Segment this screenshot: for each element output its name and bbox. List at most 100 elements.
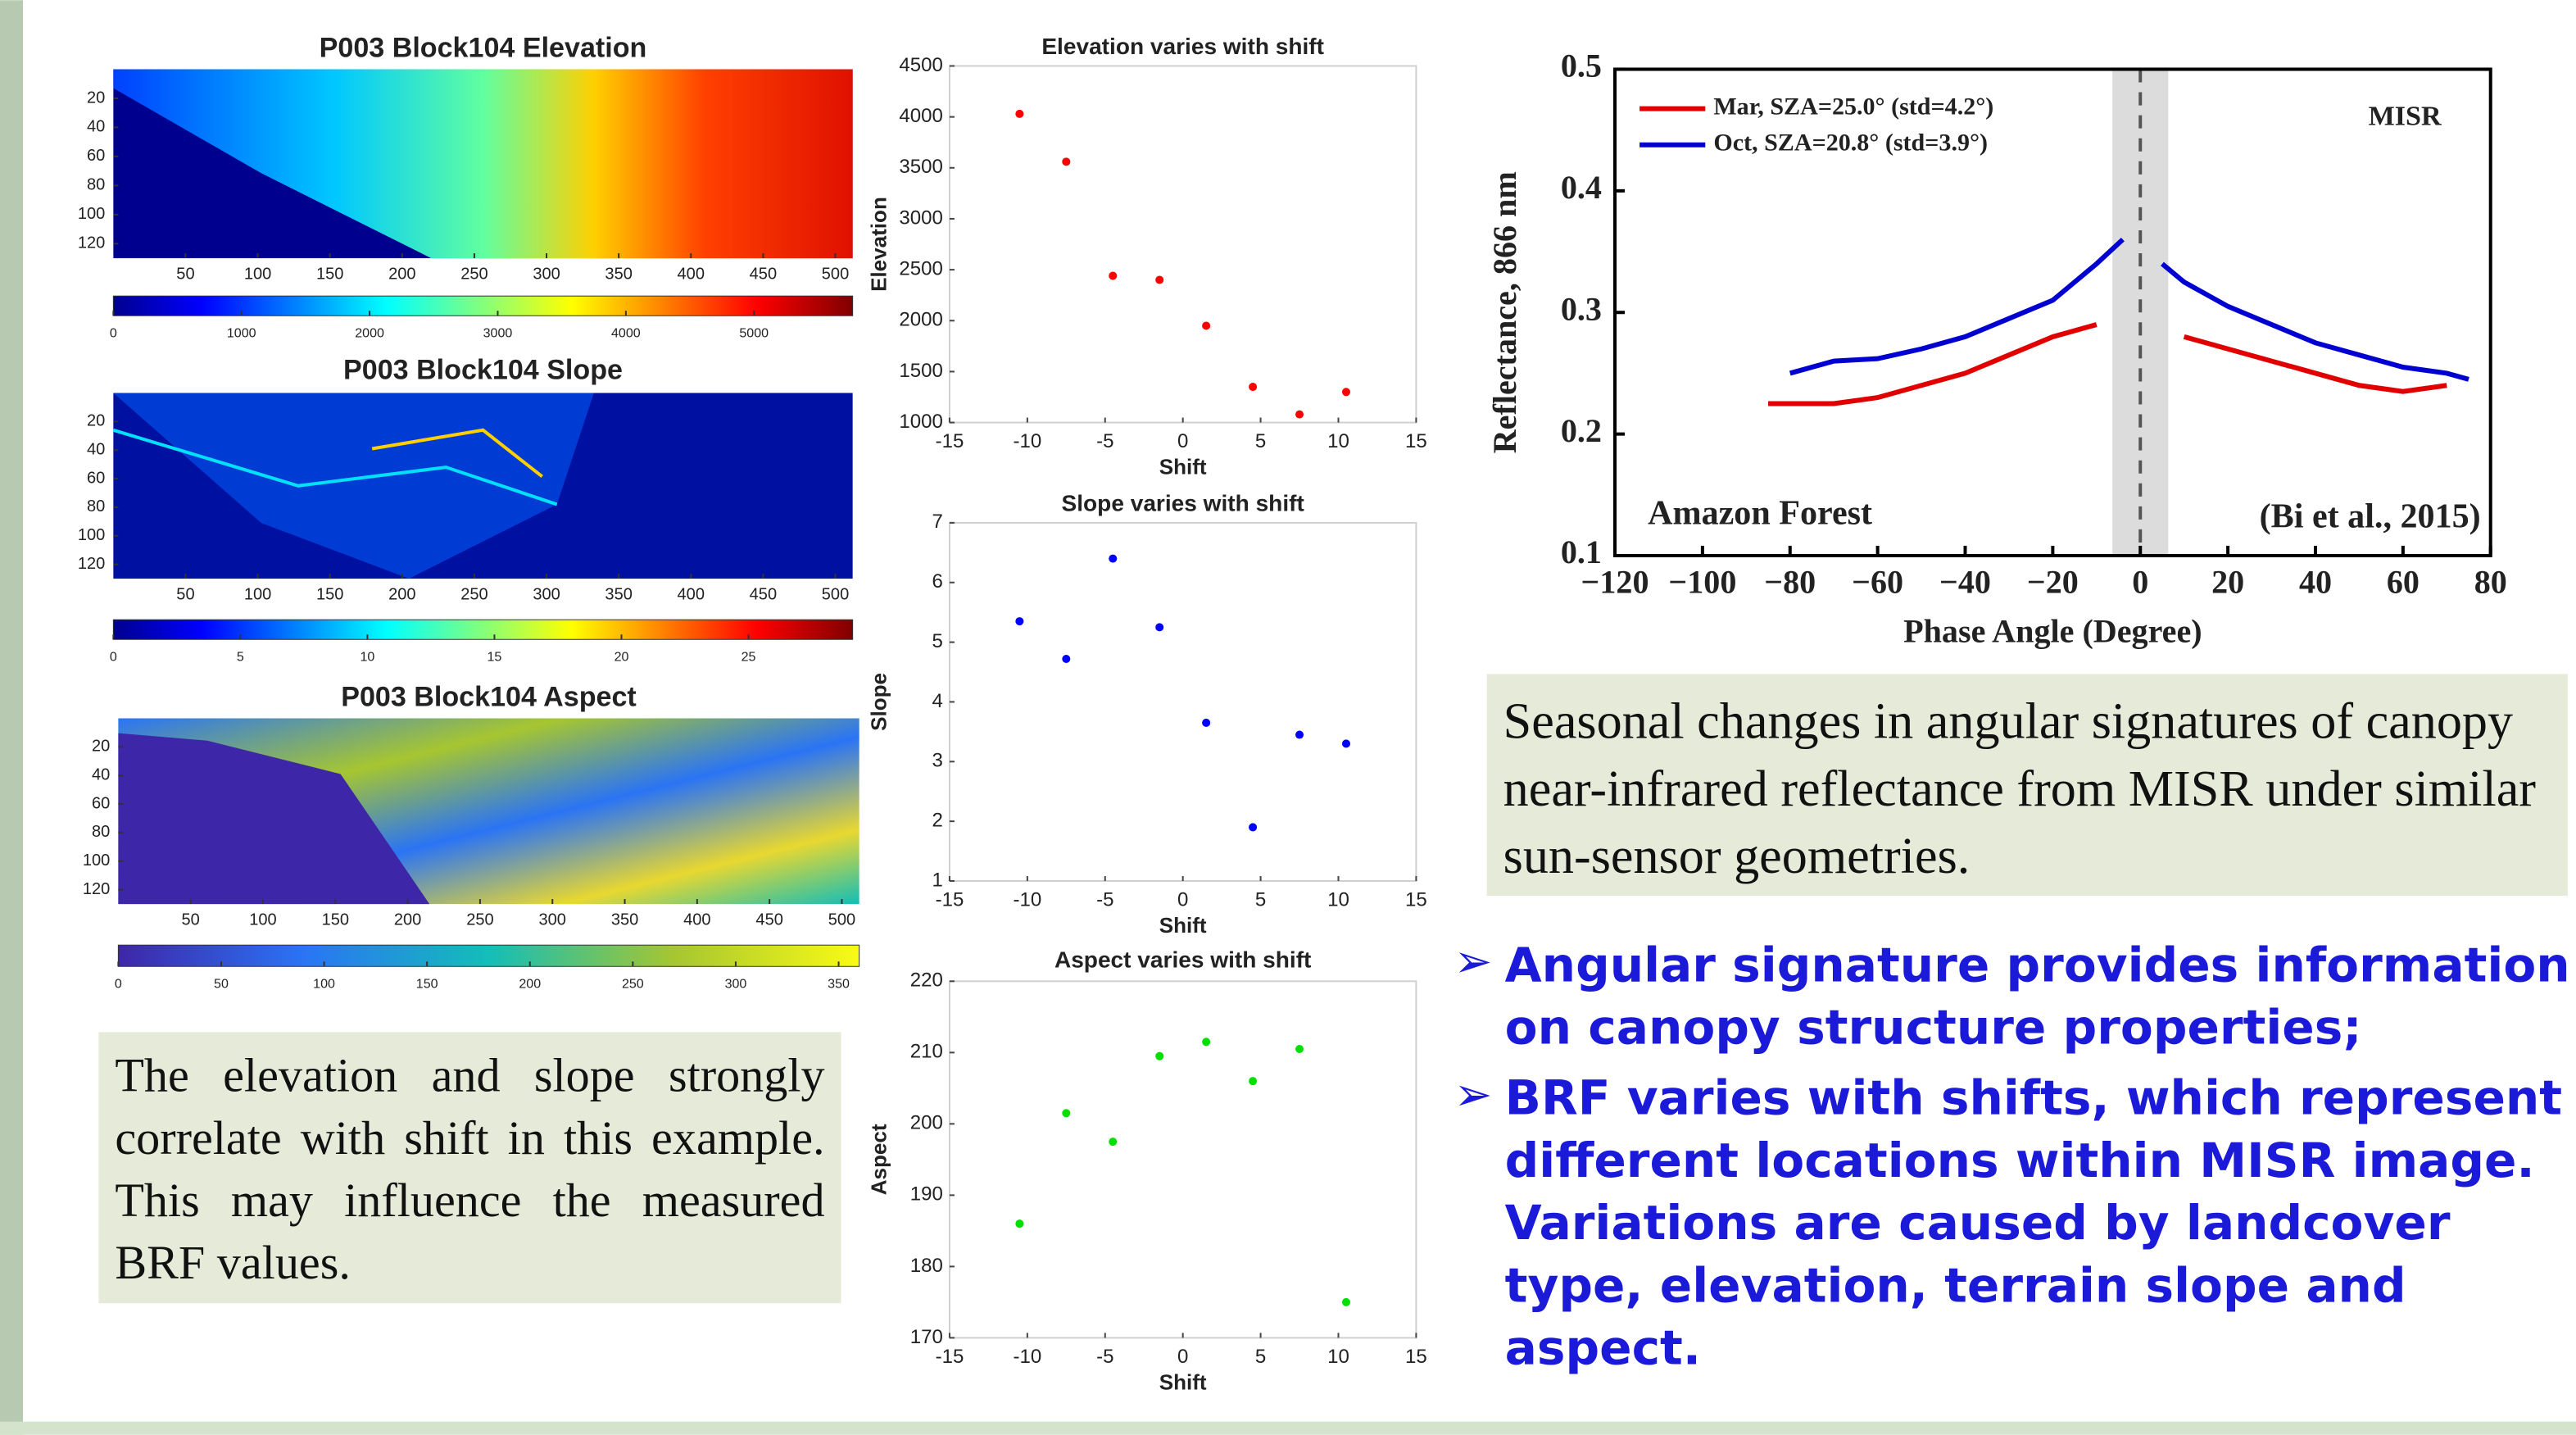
- x-tick-label: 60: [2387, 563, 2420, 600]
- y-tick-label: 0.5: [1561, 48, 1602, 84]
- colorbar-tick-label: 0: [110, 650, 117, 665]
- point: [1295, 730, 1304, 739]
- colorbar-tick-label: 2000: [355, 326, 384, 341]
- series-line: [1789, 238, 2469, 382]
- colorbar: [112, 295, 854, 316]
- x-tick-label: 50: [182, 910, 200, 929]
- chart-title: Aspect varies with shift: [1054, 947, 1311, 973]
- y-tick-label: 200: [910, 1112, 943, 1134]
- bullet-icon: ➢: [1454, 1069, 1493, 1120]
- x-tick-label: 150: [322, 910, 349, 929]
- y-tick-label: 4: [932, 690, 943, 712]
- colorbar-tick-label: 50: [214, 977, 229, 992]
- x-tick-label: 150: [316, 585, 343, 603]
- x-axis-label: Phase Angle (Degree): [1903, 612, 2202, 649]
- colorbar-tick-label: 10: [360, 650, 374, 665]
- y-tick-label: 190: [910, 1183, 943, 1206]
- y-tick-label: 60: [92, 794, 110, 812]
- y-tick-label: 60: [87, 147, 105, 165]
- series-line: [1768, 322, 2447, 406]
- x-tick-label: 100: [244, 265, 271, 283]
- colorbar-tick-label: 15: [488, 650, 502, 665]
- point: [1295, 410, 1304, 419]
- y-tick-label: 4500: [899, 54, 943, 76]
- x-tick-label: -5: [1096, 1346, 1113, 1368]
- x-tick-label: 450: [750, 585, 777, 603]
- colorbar-tick-label: 25: [742, 650, 756, 665]
- colorbar-tick-label: 4000: [611, 326, 641, 341]
- x-tick-label: 10: [1327, 888, 1349, 910]
- x-tick-label: −60: [1852, 563, 1903, 600]
- x-tick-label: 80: [2474, 563, 2507, 600]
- x-tick-label: -15: [936, 1346, 964, 1368]
- y-tick-label: 0.4: [1561, 169, 1602, 206]
- x-tick-label: -10: [1013, 1346, 1041, 1368]
- y-tick-label: 3: [932, 750, 943, 772]
- point: [1062, 1109, 1071, 1118]
- y-tick-label: 1: [932, 869, 943, 891]
- x-tick-label: 200: [388, 265, 415, 283]
- x-tick-label: 0: [1177, 1346, 1188, 1368]
- x-tick-label: 500: [822, 585, 849, 603]
- y-tick-label: 1500: [899, 360, 943, 382]
- y-tick-label: 120: [83, 880, 110, 898]
- point: [1155, 1051, 1164, 1060]
- x-tick-label: 250: [460, 585, 488, 603]
- chart-title: Slope varies with shift: [1062, 490, 1304, 515]
- point: [1249, 823, 1258, 832]
- y-tick-label: 60: [87, 469, 105, 487]
- bullet-box: BRF varies with shifts, which represent …: [1505, 1070, 2562, 1376]
- y-tick-label: 40: [87, 118, 105, 136]
- y-axis-label: Slope: [867, 673, 891, 731]
- heatmap-image: [113, 69, 853, 259]
- x-tick-label: 250: [466, 910, 493, 929]
- point: [1155, 275, 1164, 284]
- point: [1015, 617, 1024, 626]
- x-tick-label: 0: [1177, 888, 1188, 910]
- axes-box: [948, 521, 1417, 883]
- y-tick-label: 0.2: [1561, 412, 1602, 449]
- y-tick-label: 6: [932, 570, 943, 593]
- x-tick-label: 100: [244, 585, 271, 603]
- point: [1155, 623, 1164, 632]
- x-tick-label: 5: [1255, 888, 1266, 910]
- point: [1295, 1044, 1304, 1054]
- y-tick-label: 2: [932, 810, 943, 832]
- y-tick-label: 100: [83, 851, 110, 870]
- y-tick-label: 2500: [899, 257, 943, 279]
- heatmap-image: [371, 428, 543, 479]
- colorbar-tick-label: 200: [519, 977, 541, 992]
- x-tick-label: −40: [1939, 563, 1991, 600]
- bottom-band: [0, 1421, 2576, 1435]
- point: [1341, 388, 1350, 397]
- bullet-box: Angular signature provides information o…: [1505, 937, 2570, 1055]
- y-tick-label: 100: [78, 205, 105, 223]
- x-tick-label: 400: [678, 585, 705, 603]
- y-axis-label: Aspect: [867, 1124, 891, 1195]
- point: [1202, 321, 1211, 330]
- colorbar-tick-label: 100: [313, 977, 335, 992]
- y-tick-label: 3500: [899, 156, 943, 178]
- x-tick-label: -15: [936, 888, 964, 910]
- x-tick-label: 5: [1255, 1346, 1266, 1368]
- caption-box: The elevation and slope strongly correla…: [98, 1032, 841, 1304]
- point: [1015, 1219, 1024, 1228]
- x-tick-label: 15: [1405, 888, 1427, 910]
- x-tick-label: 450: [750, 265, 777, 283]
- colorbar-tick-label: 0: [110, 326, 117, 341]
- x-tick-label: 15: [1405, 1346, 1427, 1368]
- axes-box: [948, 65, 1417, 424]
- y-tick-label: 7: [932, 511, 943, 533]
- x-tick-label: 300: [533, 265, 560, 283]
- y-axis-label: Elevation: [867, 197, 891, 292]
- colorbar: [112, 619, 854, 640]
- y-tick-label: 80: [87, 497, 105, 515]
- x-tick-label: 0: [1177, 430, 1188, 452]
- x-tick-label: 200: [394, 910, 421, 929]
- colorbar-tick-label: 5: [237, 650, 244, 665]
- axes-box: [948, 980, 1417, 1339]
- y-tick-label: 20: [87, 412, 105, 430]
- x-tick-label: 350: [605, 585, 632, 603]
- y-axis-label: Reflectance, 866 nm: [1486, 171, 1523, 453]
